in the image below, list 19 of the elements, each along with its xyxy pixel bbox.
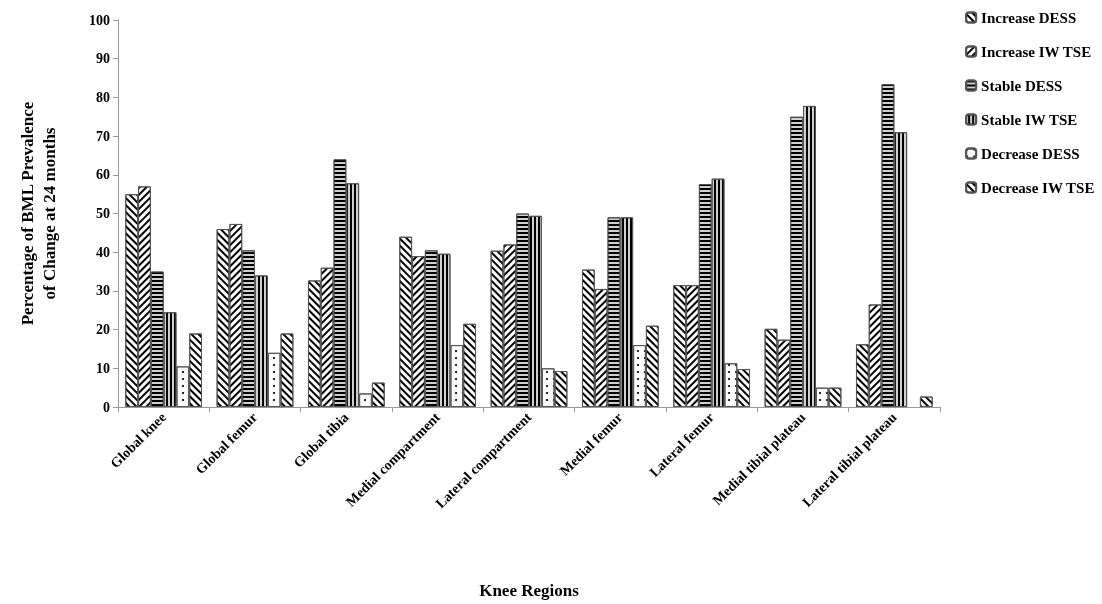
y-tick-label: 0 xyxy=(103,399,110,415)
y-tick-label: 60 xyxy=(96,167,110,183)
y-tick-label: 100 xyxy=(89,12,110,28)
y-tick-label: 90 xyxy=(96,51,110,67)
legend-label: Decrease IW TSE xyxy=(981,179,1095,196)
legend-label: Stable DESS xyxy=(981,77,1063,94)
y-tick-label: 80 xyxy=(96,89,110,105)
y-tick-label: 30 xyxy=(96,283,110,299)
legend-label: Decrease DESS xyxy=(981,145,1080,162)
y-axis-title: Percentage of BML Prevalence of Change at 24 months xyxy=(17,101,59,326)
y-tick-label: 50 xyxy=(96,206,110,221)
legend-label: Increase IW TSE xyxy=(981,43,1092,60)
legend-label: Stable IW TSE xyxy=(981,111,1078,128)
y-tick-label: 40 xyxy=(96,244,110,260)
legend-label: Increase DESS xyxy=(981,9,1077,26)
y-tick-label: 20 xyxy=(96,322,110,338)
x-axis-title: Knee Regions xyxy=(479,581,580,600)
y-tick-label: 10 xyxy=(96,360,110,376)
y-tick-label: 70 xyxy=(96,128,110,144)
